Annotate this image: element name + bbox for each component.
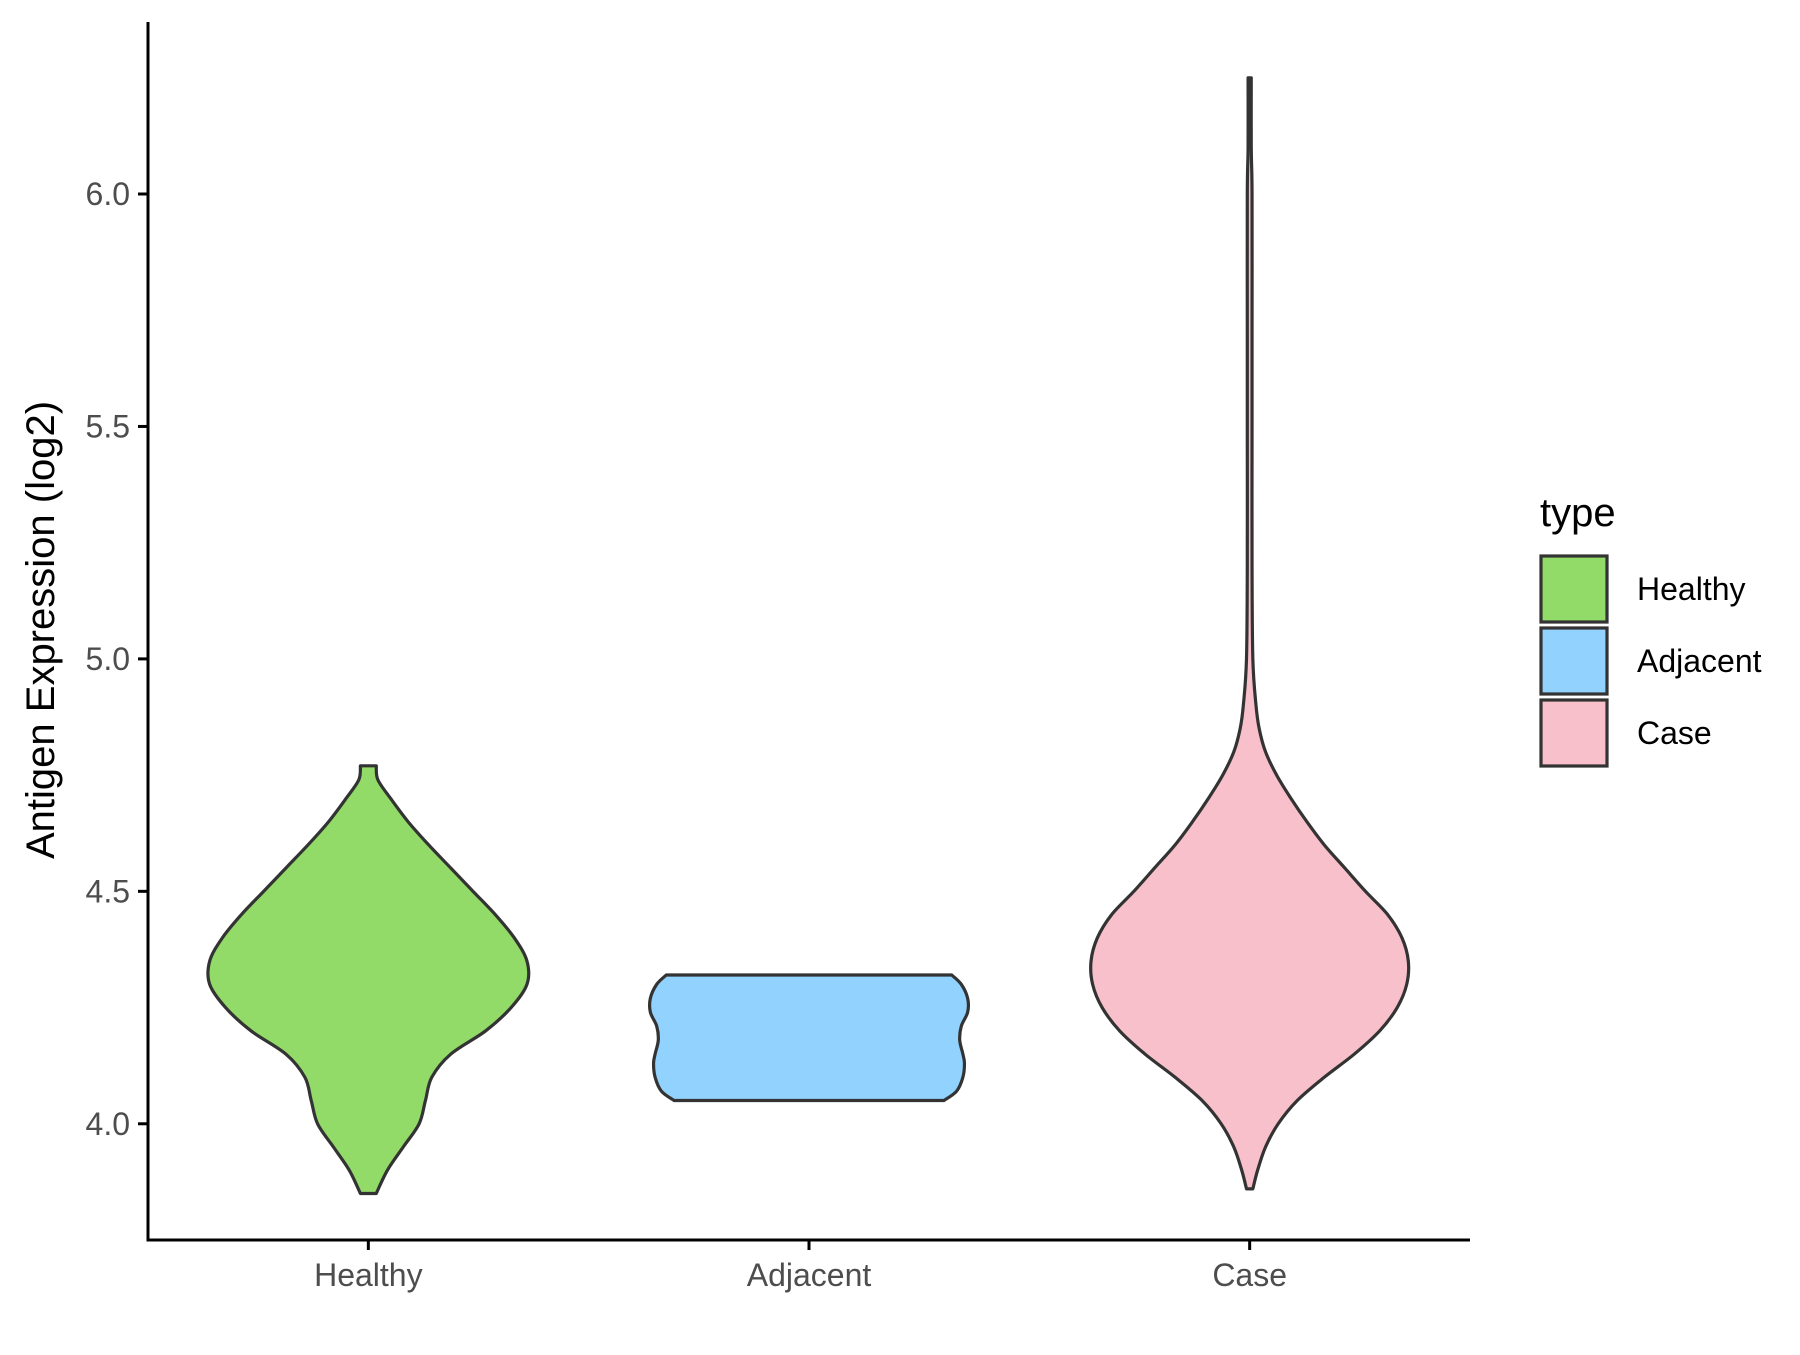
legend-title: type bbox=[1540, 491, 1616, 535]
x-tick-label: Case bbox=[1212, 1257, 1287, 1293]
y-tick-label: 4.0 bbox=[86, 1106, 130, 1142]
y-ticks: 4.0 4.5 5.0 5.5 6.0 bbox=[86, 176, 148, 1142]
x-ticks: Healthy Adjacent Case bbox=[314, 1240, 1287, 1293]
x-tick-label: Adjacent bbox=[747, 1257, 872, 1293]
legend-key-adjacent bbox=[1539, 626, 1609, 696]
legend-key-healthy bbox=[1539, 554, 1609, 624]
y-axis-title: Antigen Expression (log2) bbox=[19, 401, 63, 859]
violin-layer bbox=[206, 76, 1411, 1196]
y-tick-label: 4.5 bbox=[86, 873, 130, 909]
violin-healthy bbox=[206, 764, 531, 1196]
violin-adjacent bbox=[647, 973, 971, 1103]
legend-label-healthy: Healthy bbox=[1637, 571, 1746, 607]
x-tick-label: Healthy bbox=[314, 1257, 423, 1293]
violin-case bbox=[1089, 76, 1411, 1191]
y-tick-label: 5.5 bbox=[86, 408, 130, 444]
legend-items: Healthy Adjacent Case bbox=[1539, 554, 1762, 768]
legend-label-case: Case bbox=[1637, 715, 1712, 751]
legend: type Healthy Adjacent Case bbox=[1539, 491, 1762, 768]
legend-label-adjacent: Adjacent bbox=[1637, 643, 1762, 679]
y-tick-label: 6.0 bbox=[86, 176, 130, 212]
legend-key-case bbox=[1539, 698, 1609, 768]
y-tick-label: 5.0 bbox=[86, 641, 130, 677]
